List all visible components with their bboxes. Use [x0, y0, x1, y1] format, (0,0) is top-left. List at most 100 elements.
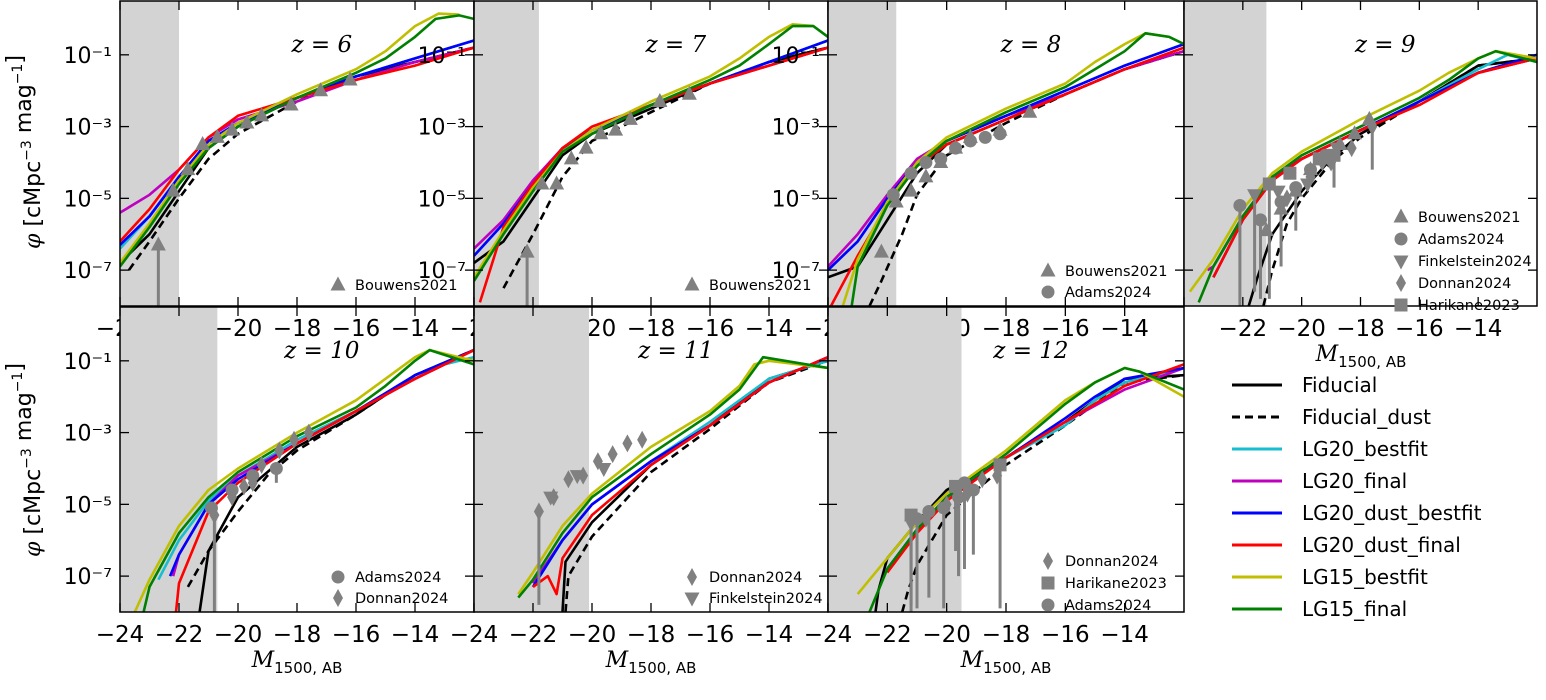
legend-marker-bouwens2021 [1393, 208, 1409, 223]
plot-area [474, 307, 828, 612]
shaded-region [828, 307, 962, 612]
data-point-finkelstein2024 [1247, 189, 1263, 204]
y-label-part: −1 [10, 372, 26, 393]
data-point-donnan2024 [1305, 167, 1316, 186]
series-line-fiducial-dust [502, 46, 828, 289]
data-point-bouwens2021 [519, 243, 535, 258]
series-line-lg20-final [171, 348, 474, 577]
series-line-lg20-dust-final [120, 46, 474, 243]
redshift-label: z = 11 [637, 338, 713, 364]
data-point-bouwens2021 [239, 114, 255, 129]
data-point-donnan2024 [289, 430, 300, 449]
data-point-donnan2024 [238, 477, 249, 496]
data-point-adams2024 [269, 461, 283, 475]
plot-area [120, 307, 474, 612]
x-tick-label: −20 [568, 622, 617, 648]
x-axis-label: M1500, AB [605, 648, 697, 677]
y-tick-label: 10⁻³ [772, 116, 820, 141]
data-point-bouwens2021 [681, 85, 697, 100]
legend-label-bouwens2021: Bouwens2021 [709, 278, 811, 294]
redshift-label: z = 6 [290, 32, 352, 58]
data-point-bouwens2021 [342, 71, 358, 86]
y-label-part: [cMpc [21, 161, 46, 234]
legend-label-donnan2024: Donnan2024 [709, 570, 802, 586]
x-tick-label: −14 [1100, 316, 1149, 342]
legend-marker-donnan2024 [333, 589, 343, 607]
x-label-sub: 1500, AB [274, 659, 342, 677]
y-tick-label: 10⁻⁵ [64, 187, 112, 212]
shaded-region [120, 307, 218, 612]
data-point-bouwens2021 [1347, 125, 1363, 140]
redshift-label: z = 9 [1354, 32, 1416, 58]
panel-z9: −22 −20 −18 −16 −14 z = 9 Bouwens2021 Adams2024… [1183, 0, 1538, 342]
data-point-adams2024 [934, 152, 948, 166]
x-tick-label: −14 [1454, 316, 1503, 342]
data-point-adams2024 [957, 476, 971, 490]
y-tick-label: 10⁻⁷ [64, 259, 112, 284]
data-point-donnan2024 [303, 423, 314, 442]
redshift-label: z = 12 [992, 338, 1068, 364]
y-label-part: mag [12, 84, 37, 140]
x-tick-label: −22 [863, 622, 912, 648]
legend-label-lg15-bestfit: LG15_bestfit [1302, 565, 1428, 589]
x-tick-label: −24 [450, 622, 499, 648]
data-point-finkelstein2024 [569, 470, 585, 485]
x-axis-label: M1500, AB [960, 648, 1052, 677]
data-point-bouwens2021 [593, 125, 609, 140]
x-tick-label: −22 [155, 622, 204, 648]
data-point-bouwens2021 [652, 92, 668, 107]
data-point-adams2024 [949, 141, 963, 155]
x-tick-label: −16 [1395, 316, 1444, 342]
x-tick-label: −14 [1100, 622, 1149, 648]
panel-z10: 10⁻¹ 10⁻³ 10⁻⁵ 10⁻⁷ −24 −22 −20 −18 −16 −14 z = 10… [64, 306, 475, 648]
x-label-main: M [960, 648, 984, 673]
x-tick-label: −18 [273, 316, 322, 342]
x-tick-label: −16 [332, 316, 381, 342]
series-line-lg20-dust-final [478, 46, 828, 303]
data-point-bouwens2021 [622, 110, 638, 125]
series-line-lg20-dust-bestfit [168, 348, 474, 577]
x-label-main: M [1315, 342, 1339, 367]
data-point-adams2024 [904, 166, 918, 180]
x-axis-label: M1500, AB [251, 648, 343, 677]
data-point-donnan2024 [637, 430, 648, 449]
data-point-donnan2024 [607, 445, 618, 464]
data-point-bouwens2021 [165, 182, 181, 197]
series-line-lg15-final [868, 366, 1184, 612]
legend-label-fiducial-dust: Fiducial_dust [1302, 405, 1431, 429]
legend-marker-harikane2023 [1394, 298, 1408, 312]
data-point-bouwens2021 [313, 82, 329, 97]
data-point-donnan2024 [274, 441, 285, 460]
legend-label-harikane2023: Harikane2023 [1418, 298, 1520, 314]
data-point-adams2024 [937, 501, 951, 515]
legend-marker-adams2024 [1041, 285, 1055, 299]
data-point-finkelstein2024 [596, 462, 612, 477]
series-line-lg15-bestfit [841, 31, 1170, 306]
panel-z7: 10⁻¹10⁻³10⁻⁵10⁻⁷−24−22−20−18−16−14z = 7B… [418, 0, 829, 342]
series-line-lg15-final [474, 24, 828, 282]
legend-label-bouwens2021: Bouwens2021 [1065, 264, 1167, 280]
plot-area [1184, 1, 1537, 306]
y-label-part: ] [3, 55, 28, 64]
data-point-donnan2024 [1281, 189, 1292, 208]
y-axis-label-text: φ [cMpc−3 mag−1] [3, 363, 46, 557]
x-tick-label: −20 [922, 622, 971, 648]
data-point-donnan2024 [247, 473, 258, 492]
data-point-bouwens2021 [918, 168, 934, 183]
x-tick-label: −14 [745, 316, 794, 342]
y-tick-label: 10⁻³ [64, 116, 112, 141]
series-line-lg20-dust-final [532, 356, 828, 596]
series-line-lg15-final [517, 355, 828, 599]
data-point-donnan2024 [256, 455, 267, 474]
data-point-adams2024 [886, 188, 900, 202]
data-point-bouwens2021 [209, 128, 225, 143]
redshift-label: z = 10 [283, 338, 359, 364]
legend-label-adams2024: Adams2024 [1065, 598, 1151, 614]
y-tick-label: 10⁻³ [64, 422, 112, 447]
data-point-donnan2024 [563, 470, 574, 489]
series-line-fiducial-dust [186, 348, 474, 588]
legend-marker-bouwens2021 [1040, 262, 1056, 277]
data-point-adams2024 [1289, 181, 1303, 195]
data-point-donnan2024 [227, 488, 238, 507]
y-tick-label: 10⁻⁵ [418, 187, 466, 212]
